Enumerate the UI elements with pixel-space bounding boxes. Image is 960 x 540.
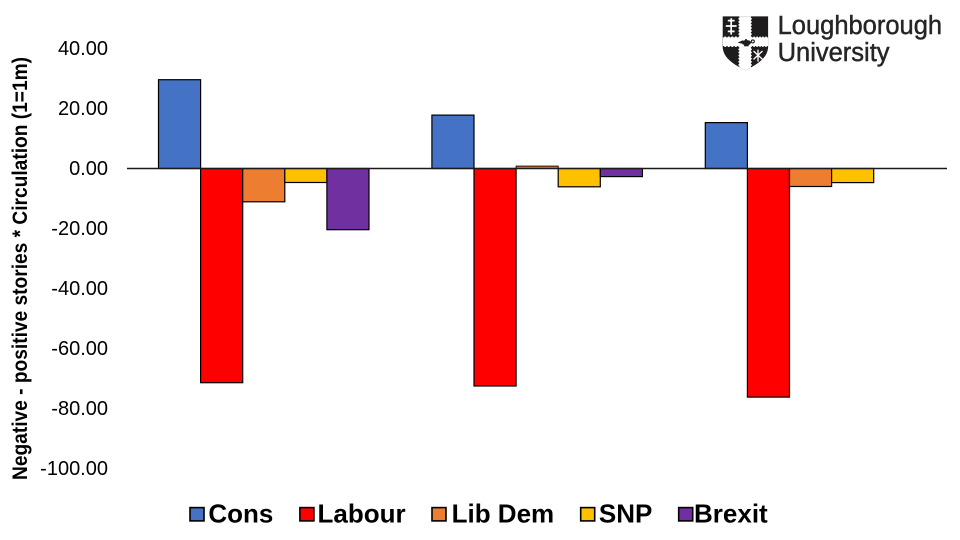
svg-text:-40.00: -40.00 xyxy=(51,278,108,300)
svg-text:-100.00: -100.00 xyxy=(40,458,108,480)
svg-text:Cons: Cons xyxy=(208,498,273,528)
svg-text:-20.00: -20.00 xyxy=(51,218,108,240)
svg-text:Labour: Labour xyxy=(318,498,406,528)
svg-text:Negative - positive stories *: Negative - positive stories * Circulatio… xyxy=(8,57,32,480)
svg-text:Loughborough: Loughborough xyxy=(778,12,943,40)
svg-text:20.00: 20.00 xyxy=(58,98,108,120)
svg-text:Brexit: Brexit xyxy=(694,498,768,528)
svg-text:0.00: 0.00 xyxy=(69,158,108,180)
svg-text:University: University xyxy=(778,39,890,67)
svg-text:-60.00: -60.00 xyxy=(51,338,108,360)
svg-text:Lib Dem: Lib Dem xyxy=(452,498,555,528)
svg-text:SNP: SNP xyxy=(599,498,652,528)
svg-text:-80.00: -80.00 xyxy=(51,398,108,420)
svg-text:40.00: 40.00 xyxy=(58,38,108,60)
